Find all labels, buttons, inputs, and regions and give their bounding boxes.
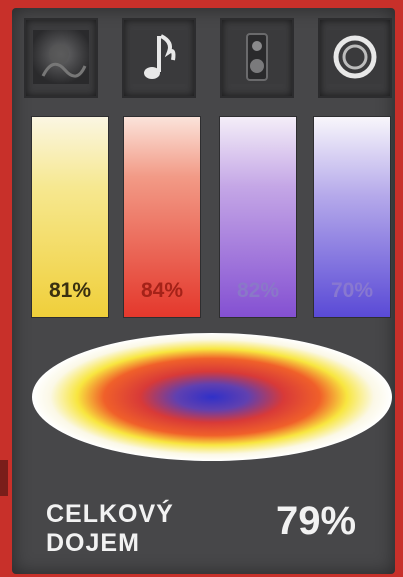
overall-title: CELKOVÝ DOJEM [46, 500, 174, 558]
edge-tab [0, 460, 8, 496]
bar-label-image: 81% [48, 279, 92, 302]
speaker-icon [220, 18, 294, 98]
image-icon [24, 18, 98, 98]
overall-title-line1: CELKOVÝ [46, 500, 174, 528]
bar-image-rating: 81% [31, 116, 109, 318]
bar-music-rating: 84% [123, 116, 201, 318]
music-note-icon [122, 18, 196, 98]
overall-score: 79% [276, 499, 357, 543]
bar-label-ring: 70% [330, 279, 374, 302]
overall-heat-ellipse [30, 330, 395, 464]
bar-label-music: 84% [140, 279, 184, 302]
bar-sound-rating: 82% [219, 116, 297, 318]
overall-title-line2: DOJEM [46, 529, 140, 557]
category-icons [24, 18, 392, 98]
bar-label-sound: 82% [236, 279, 280, 302]
bar-ring-rating: 70% [313, 116, 391, 318]
ring-icon [318, 18, 392, 98]
